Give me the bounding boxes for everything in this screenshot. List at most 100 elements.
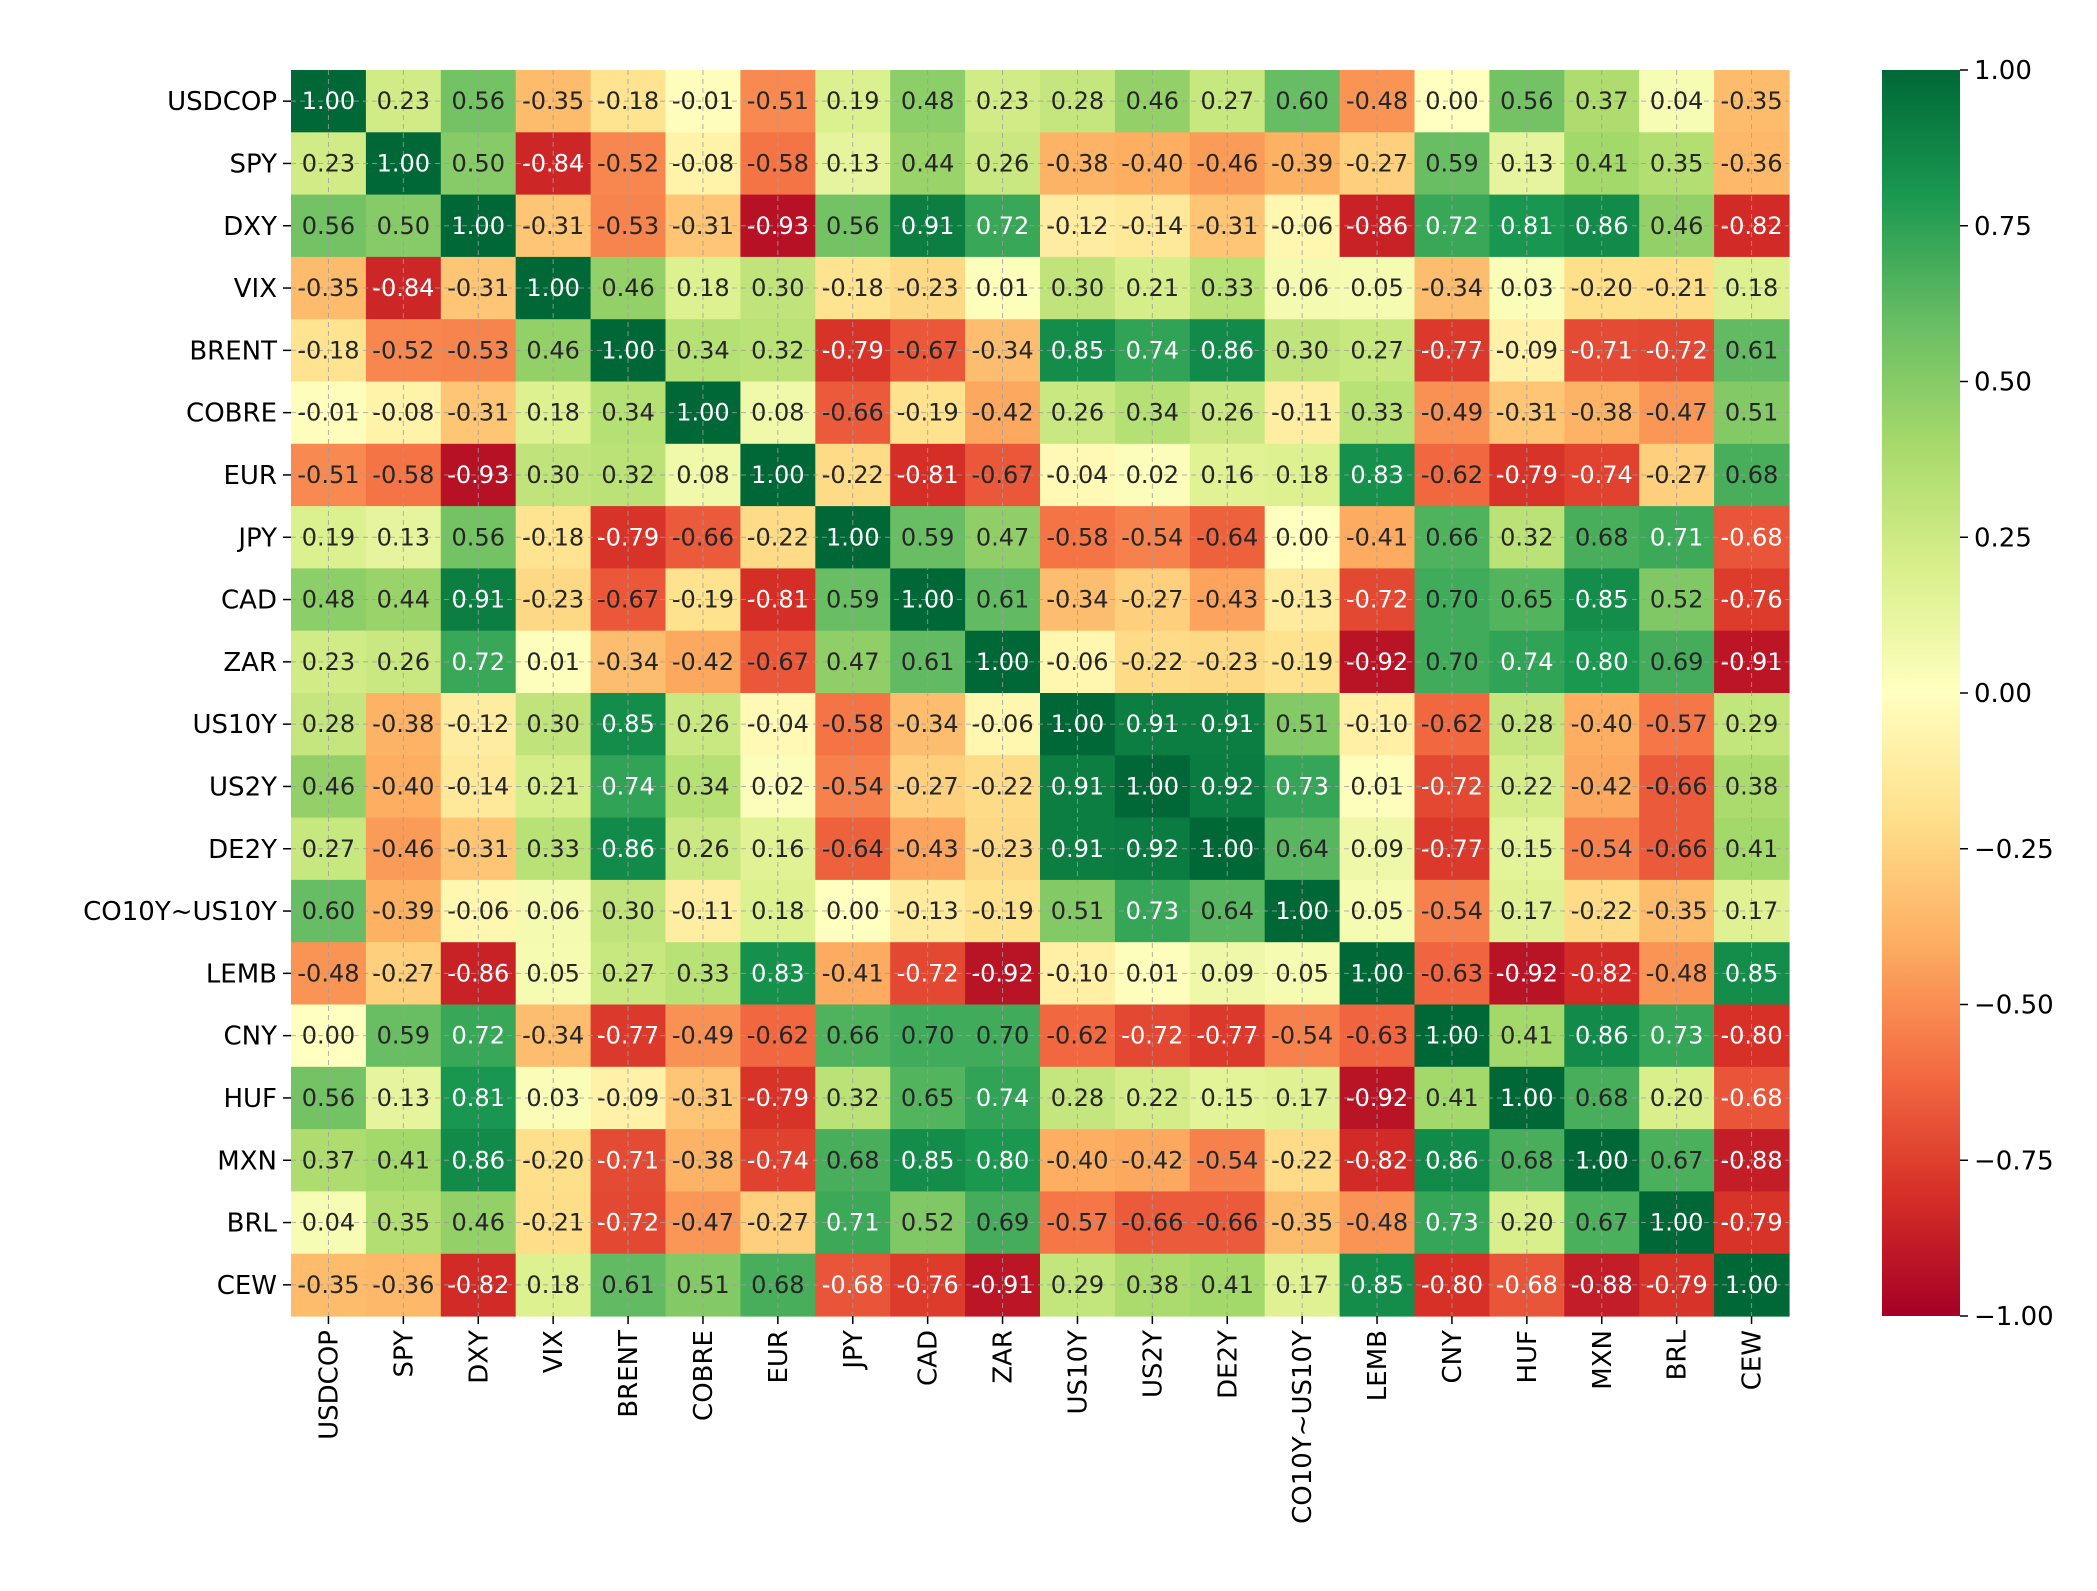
y-tick-label: BRL	[227, 1209, 278, 1239]
cell-value-label: 0.41	[1725, 835, 1778, 863]
cell-value-label: -0.54	[1421, 897, 1483, 925]
y-tick-label: CEW	[217, 1271, 277, 1301]
cell-value-label: 0.52	[1650, 586, 1703, 614]
cell-value-label: 0.18	[1725, 274, 1778, 302]
cell-value-label: 0.68	[1575, 1084, 1628, 1112]
cell-value-label: -0.68	[1496, 1271, 1558, 1299]
x-tick-label: SPY	[389, 1330, 419, 1378]
cell-value-label: 0.41	[1425, 1084, 1478, 1112]
cell-value-label: -0.79	[1720, 1209, 1782, 1237]
cell-value-label: 1.00	[601, 336, 654, 364]
cell-value-label: 0.28	[302, 710, 355, 738]
cell-value-label: -0.53	[597, 212, 659, 240]
cell-value-label: 0.61	[976, 586, 1029, 614]
cell-value-label: 0.20	[1500, 1209, 1553, 1237]
cell-value-label: -0.77	[1421, 336, 1483, 364]
cell-value-label: -0.64	[822, 835, 884, 863]
cell-value-label: -0.76	[1720, 586, 1782, 614]
cell-value-label: -0.22	[1121, 648, 1183, 676]
cell-value-label: -0.74	[1571, 461, 1633, 489]
cell-value-label: 0.59	[901, 523, 954, 551]
cell-value-label: 0.86	[601, 835, 654, 863]
cell-value-label: 0.51	[1051, 897, 1104, 925]
cell-value-label: -0.48	[1346, 1209, 1408, 1237]
x-tick-label: VIX	[539, 1330, 569, 1373]
cell-value-label: 0.23	[976, 87, 1029, 115]
cell-value-label: 0.44	[377, 586, 430, 614]
cell-value-label: 0.32	[826, 1084, 879, 1112]
y-tick-label: CO10Y~US10Y	[83, 897, 277, 927]
cell-value-label: 1.00	[526, 274, 579, 302]
cell-value-label: -0.06	[447, 897, 509, 925]
cell-value-label: 0.23	[302, 149, 355, 177]
x-tick-label: CAD	[914, 1330, 944, 1386]
cell-value-label: 0.41	[1575, 149, 1628, 177]
cell-value-label: 0.32	[751, 336, 804, 364]
cell-value-label: 0.30	[1275, 336, 1328, 364]
cell-value-label: 0.05	[1350, 897, 1403, 925]
cell-value-label: 0.41	[377, 1146, 430, 1174]
cell-value-label: -0.86	[1346, 212, 1408, 240]
y-tick-label: HUF	[223, 1084, 277, 1114]
cell-value-label: -0.54	[822, 772, 884, 800]
cell-value-label: -0.14	[1121, 212, 1183, 240]
cell-value-label: -0.08	[672, 149, 734, 177]
cell-value-label: 0.33	[526, 835, 579, 863]
cell-value-label: -0.62	[747, 1022, 809, 1050]
cell-value-label: -0.23	[971, 835, 1033, 863]
cell-value-label: 0.28	[1051, 1084, 1104, 1112]
cell-value-label: -0.74	[747, 1146, 809, 1174]
cell-value-label: -0.67	[597, 586, 659, 614]
cell-value-label: -0.81	[747, 586, 809, 614]
cell-value-label: 0.46	[452, 1209, 505, 1237]
cell-value-label: 0.48	[901, 87, 954, 115]
cell-value-label: -0.47	[672, 1209, 734, 1237]
cell-value-label: 0.81	[452, 1084, 505, 1112]
cell-value-label: -0.22	[1271, 1146, 1333, 1174]
cell-value-label: 0.64	[1201, 897, 1254, 925]
cell-value-label: 0.37	[1575, 87, 1628, 115]
cell-value-label: 0.33	[1350, 399, 1403, 427]
cell-value-label: -0.76	[897, 1271, 959, 1299]
cell-value-label: 0.81	[1500, 212, 1553, 240]
x-tick-label: US10Y	[1063, 1330, 1093, 1415]
cell-value-label: 0.27	[1201, 87, 1254, 115]
cell-value-label: 0.29	[1725, 710, 1778, 738]
cell-value-label: -0.31	[1496, 399, 1558, 427]
cell-value-label: 0.38	[1126, 1271, 1179, 1299]
y-tick-label: BRENT	[189, 336, 277, 366]
cell-value-label: -0.27	[747, 1209, 809, 1237]
y-tick-label: DXY	[223, 212, 277, 242]
cell-value-label: -0.01	[672, 87, 734, 115]
cell-value-label: 0.18	[1275, 461, 1328, 489]
cell-value-label: 0.86	[1575, 212, 1628, 240]
cell-value-label: 0.50	[452, 149, 505, 177]
cell-value-label: -0.36	[1720, 149, 1782, 177]
cell-value-label: 0.74	[1500, 648, 1553, 676]
cell-value-label: -0.79	[1646, 1271, 1708, 1299]
cell-value-label: 0.91	[1201, 710, 1254, 738]
cell-value-label: 1.00	[976, 648, 1029, 676]
cell-value-label: -0.27	[1346, 149, 1408, 177]
cell-value-label: 0.50	[377, 212, 430, 240]
cell-value-label: 0.65	[1500, 586, 1553, 614]
cell-value-label: 0.51	[676, 1271, 729, 1299]
cell-value-label: -0.62	[1421, 461, 1483, 489]
y-tick-label: JPY	[236, 523, 277, 553]
cell-value-label: 0.23	[302, 648, 355, 676]
cell-value-label: 0.26	[676, 835, 729, 863]
cell-value-label: -0.11	[1271, 399, 1333, 427]
cell-value-label: 0.17	[1275, 1084, 1328, 1112]
cell-value-label: -0.58	[372, 461, 434, 489]
cell-value-label: 0.67	[1575, 1209, 1628, 1237]
cell-value-label: -0.72	[597, 1209, 659, 1237]
cell-value-label: -0.21	[1646, 274, 1708, 302]
cell-value-label: 0.41	[1500, 1022, 1553, 1050]
cell-value-label: -0.93	[747, 212, 809, 240]
cell-value-label: -0.84	[372, 274, 434, 302]
y-tick-label: EUR	[223, 461, 277, 491]
cell-value-label: 0.70	[901, 1022, 954, 1050]
cell-value-label: -0.72	[1421, 772, 1483, 800]
colorbar-tick-label: 0.75	[1974, 212, 2032, 242]
cell-value-label: -0.47	[1646, 399, 1708, 427]
